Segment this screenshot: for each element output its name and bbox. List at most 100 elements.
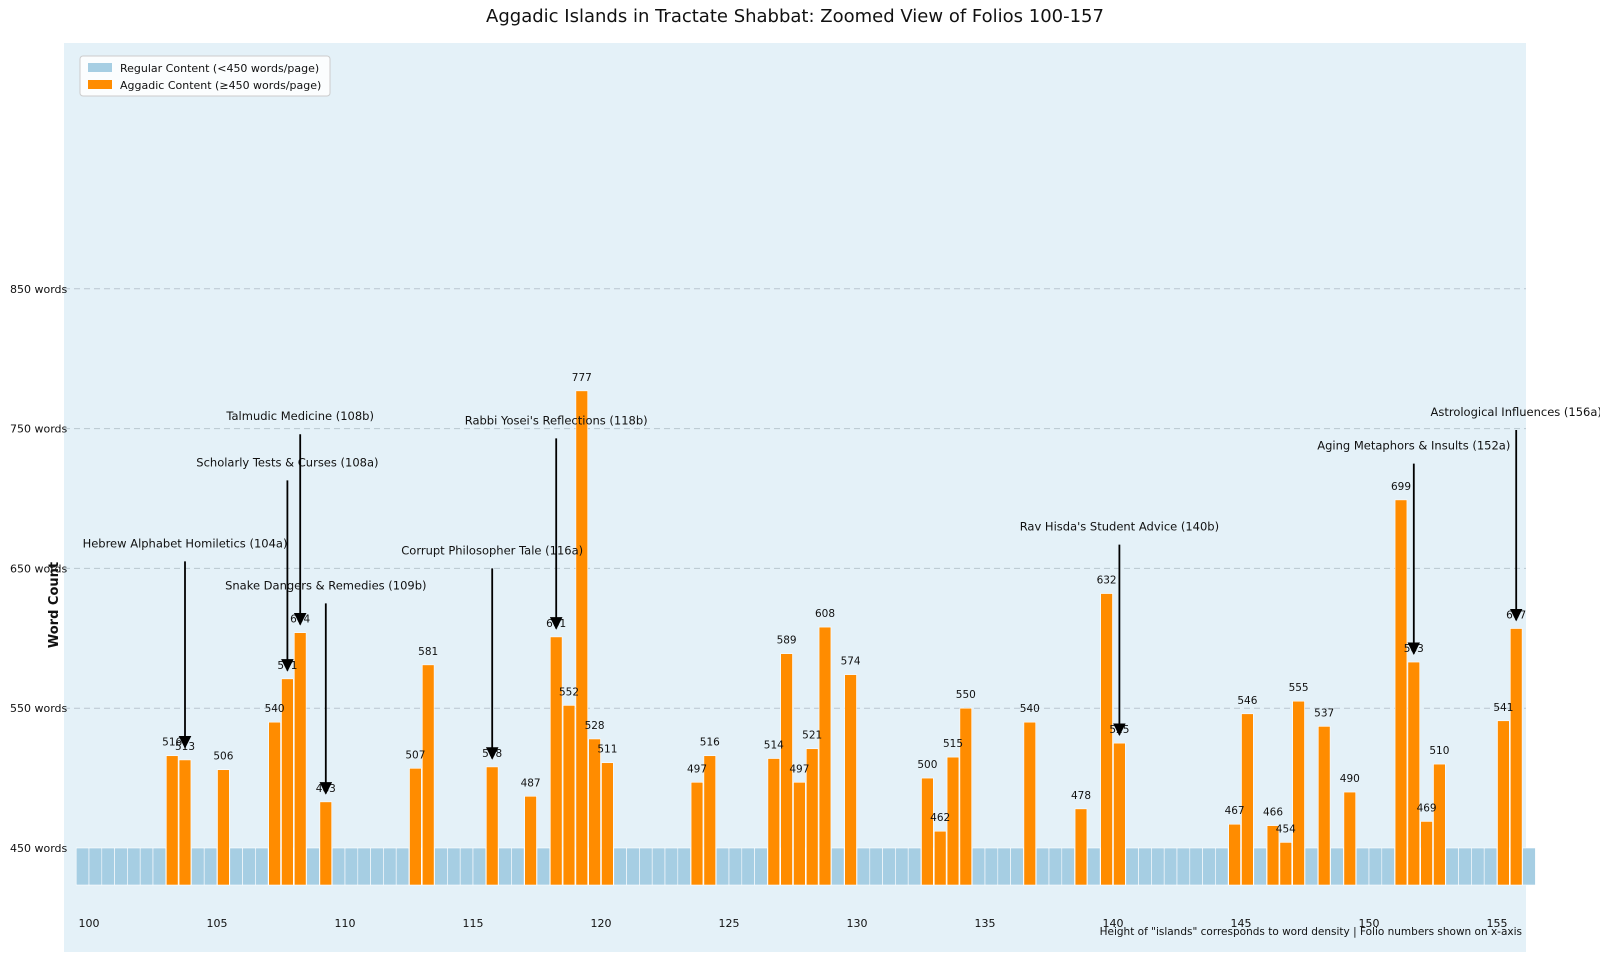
regular-bar [1189,847,1203,886]
aggadic-bar [1510,628,1523,886]
annotation-label: Rabbi Yosei's Reflections (118b) [465,413,648,427]
y-tick-label: 550 words [10,702,68,715]
regular-bar [1125,847,1139,886]
bar-value-label: 552 [559,686,579,698]
aggadic-bar [1292,700,1305,886]
bar-value-label: 632 [1097,575,1117,587]
legend: Regular Content (<450 words/page) Aggadi… [79,55,331,97]
regular-bar [1061,847,1075,886]
regular-bar [331,847,346,886]
aggadic-bar [1318,726,1331,886]
regular-bar [1202,847,1216,886]
aggadic-bar [575,390,589,886]
chart-title: Aggadic Islands in Tractate Shabbat: Zoo… [486,6,1104,27]
regular-bar [395,847,410,886]
aggadic-bar [524,795,537,886]
regular-bar [984,847,999,886]
regular-bar [472,847,487,886]
regular-bar [1163,847,1178,886]
bar-value-label: 777 [572,372,592,384]
regular-bar [1010,847,1024,886]
aggadic-bar [588,738,601,886]
aggadic-bar [1433,763,1446,886]
aggadic-bar [421,664,435,886]
aggadic-bar [959,707,973,886]
x-tick-label: 100 [79,917,100,930]
aggadic-bar [293,632,307,886]
bar-value-label: 507 [405,749,425,761]
x-tick-label: 110 [335,917,356,930]
bar-value-label: 537 [1314,707,1334,719]
legend-swatch-regular [88,63,112,72]
bar-value-label: 521 [802,730,822,742]
regular-bar [651,847,666,886]
bar-value-label: 589 [777,635,797,647]
regular-bar [383,847,397,886]
annotation-label: Snake Dangers & Remedies (109b) [225,578,426,592]
gridlines [64,288,1526,709]
y-axis-ticks: 450 words 550 words 650 words 750 words 850 … [10,283,68,855]
aggadic-bar [1343,791,1357,886]
regular-bar [1381,847,1395,886]
aggadic-bar [409,768,422,886]
aggadic-bar [844,674,857,886]
regular-bar [344,847,359,886]
aggadic-bar [281,678,294,886]
regular-bar [357,847,371,886]
bar-value-label: 546 [1237,695,1257,707]
aggadic-bar [1074,808,1088,886]
bar-value-label: 555 [1289,682,1309,694]
x-tick-label: 150 [1359,917,1380,930]
annotation-label: Talmudic Medicine (108b) [225,409,374,423]
regular-bar [139,847,154,886]
x-axis-ticks: 100 105 110 115 120 125 130 135 140 145 150 155 [79,917,1508,930]
bar-value-label: 469 [1417,802,1437,814]
bar-value-label: 497 [789,763,809,775]
regular-bar [1471,847,1485,886]
regular-bar [1368,847,1383,886]
regular-bar [882,847,896,886]
bar-value-label: 454 [1276,823,1296,835]
bar-value-label: 497 [687,763,707,775]
regular-bar [728,847,743,886]
regular-bar [101,847,115,886]
regular-bar [191,847,205,886]
legend-swatch-aggadic [88,80,112,89]
y-axis-label: Word Count [47,562,62,648]
regular-bar [242,847,256,886]
aggadic-content-bars [166,390,1523,886]
y-tick-label: 750 words [10,423,68,436]
aggadic-bar [805,748,819,886]
aggadic-bar [549,636,563,886]
regular-bar [1215,847,1229,886]
regular-bar [370,847,384,886]
aggadic-bar [1113,742,1126,886]
aggadic-bar [178,759,192,886]
aggadic-bar [780,653,793,886]
regular-bar [1048,847,1063,886]
aggadic-bar [1266,825,1280,886]
aggadic-bar [562,705,576,886]
x-tick-label: 125 [719,917,740,930]
aggadic-bar [485,766,499,886]
regular-bar [1151,847,1165,886]
regular-bar [75,847,90,886]
regular-bar [459,847,474,886]
aggadic-bar [1228,823,1241,886]
aggadic-bar [1497,720,1510,886]
x-tick-label: 140 [1103,917,1124,930]
bar-value-label: 466 [1263,807,1283,819]
aggadic-bar [818,626,832,886]
regular-bar [306,847,320,886]
aggadic-bar [1420,821,1433,886]
y-tick-label: 650 words [10,562,68,575]
bar-value-label: 515 [943,738,963,750]
regular-bar [1355,847,1370,886]
regular-bar [229,847,243,886]
x-tick-label: 135 [975,917,996,930]
aggadic-bar [1279,842,1293,886]
bar-value-label: 467 [1225,805,1245,817]
bar-value-label: 528 [585,720,605,732]
regular-bar [895,847,909,886]
